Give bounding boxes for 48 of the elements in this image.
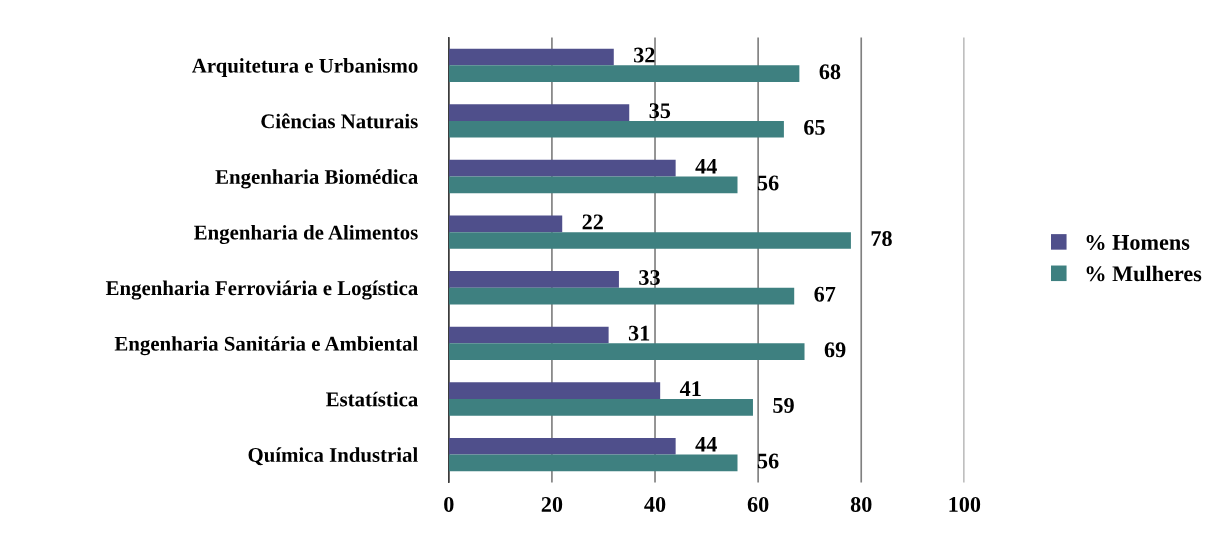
data-label: 44 — [695, 436, 717, 452]
bar — [448, 287, 795, 305]
legend-label: % Homens — [1086, 234, 1190, 250]
bar — [448, 104, 630, 121]
x-tick-label: 0 — [444, 496, 454, 512]
data-label: 69 — [824, 342, 846, 358]
bar — [448, 215, 563, 233]
bar — [448, 454, 738, 472]
data-label: 32 — [634, 47, 655, 63]
data-label: 67 — [814, 286, 836, 302]
x-tick-label: 100 — [949, 496, 981, 512]
bar — [448, 398, 753, 416]
x-tick-label: 20 — [541, 496, 563, 512]
y-tick-label: Engenharia Ferroviária e Logística — [105, 280, 418, 300]
bar — [448, 120, 784, 138]
y-tick-label: Engenharia Biomédica — [215, 169, 418, 189]
bar — [448, 437, 676, 455]
x-tick-label: 60 — [747, 496, 769, 512]
bar — [448, 159, 676, 177]
y-tick-label: Estatística — [326, 391, 418, 407]
data-label: 59 — [773, 397, 794, 413]
y-tick-label: Engenharia de Alimentos — [194, 224, 418, 244]
bar — [448, 65, 800, 83]
bar — [448, 343, 805, 361]
data-label: 22 — [582, 214, 603, 230]
data-label: 33 — [639, 270, 660, 285]
data-label: 35 — [649, 103, 671, 119]
bar — [448, 176, 738, 194]
data-label: 44 — [695, 158, 717, 174]
bar — [448, 271, 619, 288]
y-tick-label: Química Industrial — [248, 447, 418, 466]
bar — [448, 382, 661, 399]
y-tick-label: Ciências Naturais — [261, 113, 418, 129]
data-label: 31 — [628, 325, 650, 341]
data-label: 56 — [757, 453, 779, 469]
data-label: 65 — [804, 119, 825, 135]
data-label: 56 — [757, 175, 779, 191]
data-label: 68 — [819, 64, 841, 80]
bar — [448, 326, 609, 344]
legend-label: % Mulheres — [1086, 265, 1202, 282]
bar — [448, 48, 614, 66]
data-label: 41 — [679, 381, 701, 396]
y-tick-label: Arquitetura e Urbanismo — [191, 58, 418, 77]
x-tick-label: 80 — [850, 496, 872, 512]
x-tick-label: 40 — [644, 496, 666, 512]
data-label: 78 — [871, 231, 892, 247]
bar — [448, 232, 851, 249]
y-tick-label: Engenharia Sanitária e Ambiental — [114, 336, 418, 356]
